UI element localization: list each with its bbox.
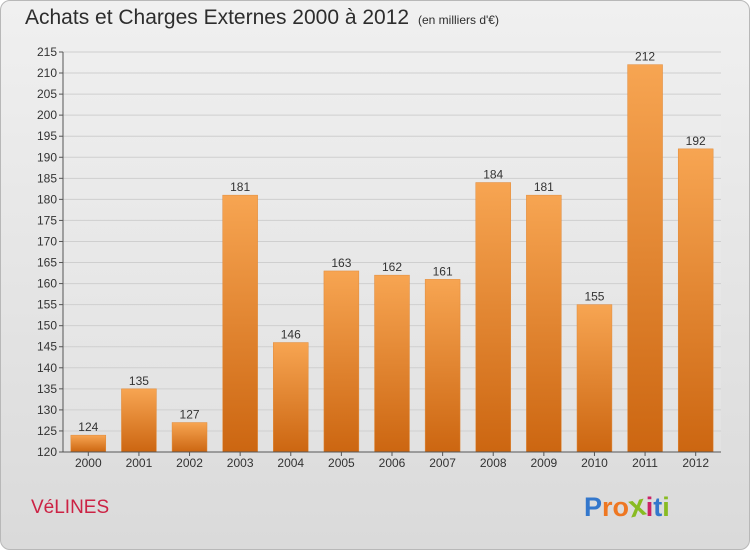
data-label: 181 <box>534 180 554 194</box>
commune-name: VéLINES <box>31 497 110 518</box>
bar-2004 <box>273 342 309 453</box>
x-tick-label: 2012 <box>682 456 709 470</box>
bar-2005 <box>323 270 360 453</box>
logo-letter: o <box>612 492 630 522</box>
x-tick-label: 2009 <box>530 456 557 470</box>
x-tick-label: 2008 <box>480 456 507 470</box>
data-label: 192 <box>686 134 706 148</box>
data-label: 212 <box>635 50 655 64</box>
bar-2002 <box>171 422 208 453</box>
y-tick-label: 190 <box>37 150 57 164</box>
bar-2007 <box>424 279 461 453</box>
y-tick-label: 205 <box>37 87 57 101</box>
bar-2009 <box>526 194 562 453</box>
logo-letter: t <box>653 492 663 522</box>
data-label: 181 <box>230 180 250 194</box>
y-tick-label: 145 <box>37 340 57 354</box>
chart-subtitle: (en milliers d'€) <box>418 13 499 27</box>
data-label: 135 <box>129 374 149 388</box>
y-tick-label: 195 <box>37 129 57 143</box>
data-label: 155 <box>584 290 604 304</box>
x-tick-label: 2002 <box>176 456 203 470</box>
y-tick-label: 160 <box>37 277 57 291</box>
data-label: 161 <box>433 264 453 278</box>
y-tick-label: 165 <box>37 256 57 270</box>
y-tick-label: 200 <box>37 108 57 122</box>
y-tick-label: 150 <box>37 319 57 333</box>
proxiti-logo: Proxiti <box>584 489 670 525</box>
y-tick-label: 130 <box>37 403 57 417</box>
bar-2006 <box>374 274 410 453</box>
y-tick-label: 170 <box>37 234 57 248</box>
chart-title: Achats et Charges Externes 2000 à 2012 <box>25 6 410 29</box>
logo-letter: P <box>584 492 603 522</box>
y-tick-label: 185 <box>37 171 57 185</box>
y-tick-label: 125 <box>37 424 57 438</box>
x-tick-label: 2000 <box>75 456 102 470</box>
x-tick-label: 2005 <box>328 456 355 470</box>
bar-2000 <box>70 434 107 453</box>
x-tick-label: 2003 <box>227 456 254 470</box>
y-tick-label: 120 <box>37 445 57 459</box>
x-tick-label: 2007 <box>429 456 456 470</box>
bar-2003 <box>222 194 258 453</box>
bar-2010 <box>576 304 613 453</box>
y-tick-label: 135 <box>37 382 57 396</box>
y-tick-label: 210 <box>37 66 57 80</box>
y-tick-label: 175 <box>37 213 57 227</box>
data-label: 127 <box>180 408 200 422</box>
y-tick-label: 215 <box>37 45 57 59</box>
x-tick-label: 2004 <box>277 456 304 470</box>
y-tick-label: 155 <box>37 298 57 312</box>
y-tick-label: 140 <box>37 361 57 375</box>
logo-letter: i <box>645 492 654 522</box>
data-label: 146 <box>281 328 301 342</box>
bar-2012 <box>677 148 714 453</box>
bar-2011 <box>627 64 663 453</box>
bar-2008 <box>475 182 511 453</box>
y-tick-label: 180 <box>37 192 57 206</box>
logo-letter: r <box>602 492 613 522</box>
data-label: 163 <box>331 256 351 270</box>
data-label: 124 <box>78 420 98 434</box>
data-label: 184 <box>483 168 503 182</box>
bar-2001 <box>121 388 157 453</box>
x-tick-label: 2001 <box>126 456 153 470</box>
x-tick-label: 2006 <box>379 456 406 470</box>
x-tick-label: 2011 <box>632 456 658 470</box>
logo-letter: i <box>662 492 670 522</box>
data-label: 162 <box>382 260 402 274</box>
x-tick-label: 2010 <box>581 456 608 470</box>
